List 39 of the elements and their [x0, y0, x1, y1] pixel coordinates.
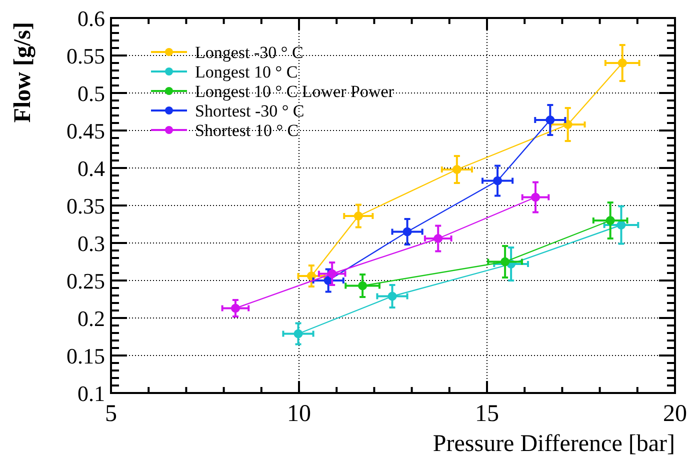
point — [563, 120, 572, 129]
legend-label: Shortest 10 ° C — [195, 121, 299, 140]
legend-label: Longest 10 ° C Lower Power — [195, 82, 394, 101]
x-tick-label: 20 — [663, 401, 687, 427]
y-tick-label: 0.2 — [78, 306, 105, 331]
legend-label: Longest 10 ° C — [195, 62, 298, 82]
y-tick-label: 0.1 — [78, 381, 105, 406]
y-tick-label: 0.45 — [66, 118, 105, 144]
point — [306, 272, 316, 280]
point — [434, 234, 443, 243]
point — [230, 304, 240, 313]
x-tick-label: 10 — [287, 401, 311, 427]
y-axis-title: Flow [g/s] — [10, 22, 36, 123]
point — [493, 176, 502, 186]
legend-label: Shortest -30 ° C — [195, 102, 304, 120]
x-tick-label: 15 — [475, 401, 499, 427]
point — [328, 269, 337, 278]
point — [354, 212, 363, 220]
point — [402, 227, 412, 236]
y-tick-label: 0.6 — [78, 6, 105, 31]
y-tick-label: 0.25 — [66, 268, 105, 294]
point — [606, 216, 615, 225]
point — [531, 192, 540, 202]
y-tick-label: 0.3 — [78, 231, 105, 256]
point — [358, 281, 368, 290]
y-tick-label: 0.4 — [78, 156, 105, 181]
y-tick-label: 0.35 — [66, 194, 105, 218]
point — [500, 257, 510, 266]
y-tick-label: 0.15 — [66, 344, 105, 368]
point — [388, 292, 397, 301]
x-tick-label: 5 — [105, 401, 117, 427]
point — [546, 116, 555, 124]
point — [618, 58, 627, 68]
point — [452, 165, 462, 174]
x-axis-title: Pressure Difference [bar] — [432, 431, 675, 457]
y-tick-label: 0.5 — [78, 81, 105, 106]
point — [616, 220, 626, 230]
y-tick-label: 0.55 — [66, 44, 105, 68]
point — [294, 329, 303, 338]
